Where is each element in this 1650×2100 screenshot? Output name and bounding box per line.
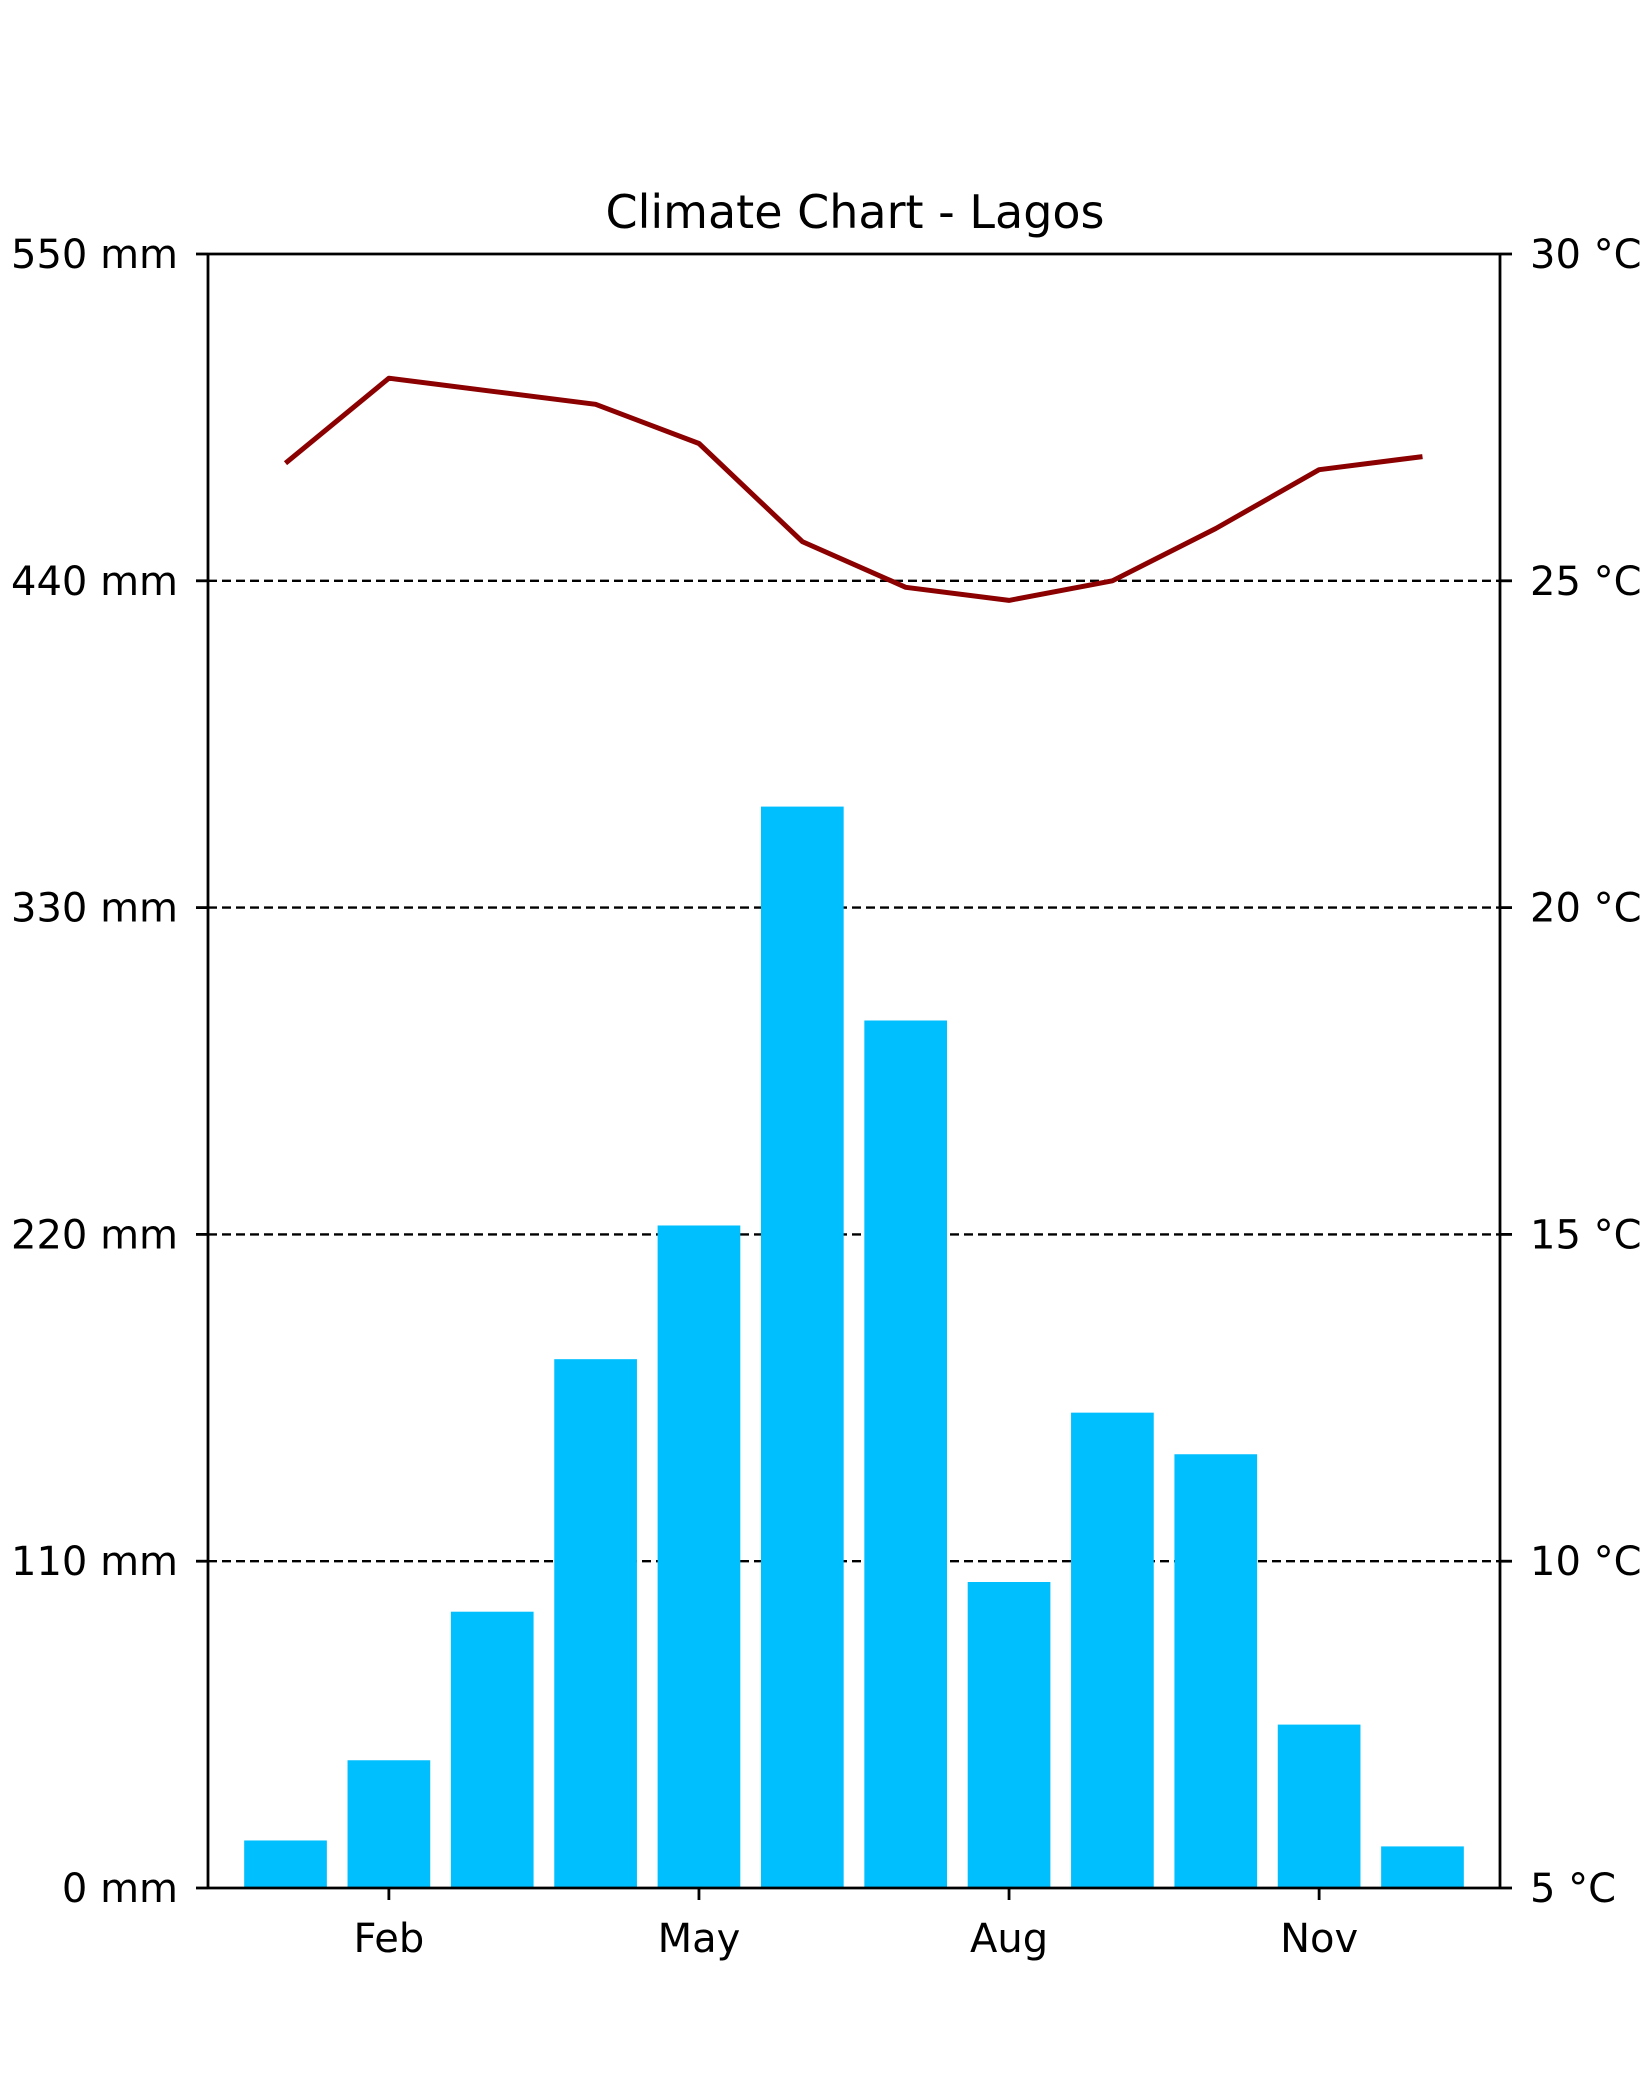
chart-title: Climate Chart - Lagos xyxy=(605,185,1104,239)
precipitation-bars xyxy=(244,806,1464,1888)
bar-mar xyxy=(450,1611,534,1888)
grid-lines xyxy=(208,579,1500,1563)
bar-apr xyxy=(554,1359,637,1888)
bar-feb xyxy=(347,1760,431,1888)
left-tick-label-0: 0 mm xyxy=(62,1866,178,1912)
bar-aug xyxy=(967,1581,1051,1888)
left-tick-label-330: 330 mm xyxy=(11,886,178,932)
bar-sep xyxy=(1071,1412,1154,1888)
bar-nov xyxy=(1277,1724,1361,1888)
left-tick-label-220: 220 mm xyxy=(11,1212,178,1258)
axes xyxy=(196,252,1512,1900)
temperature-line xyxy=(283,375,1423,603)
right-tick-label-25: 25 °C xyxy=(1530,559,1642,605)
left-tick-label-110: 110 mm xyxy=(11,1539,178,1585)
x-tick-label-nov: Nov xyxy=(1280,1916,1358,1962)
right-tick-label-15: 15 °C xyxy=(1530,1212,1642,1258)
right-tick-label-20: 20 °C xyxy=(1530,886,1642,932)
right-tick-label-10: 10 °C xyxy=(1530,1539,1642,1585)
x-tick-label-feb: Feb xyxy=(353,1916,424,1962)
bar-may xyxy=(657,1225,741,1888)
bar-jan xyxy=(244,1840,327,1888)
bar-oct xyxy=(1174,1454,1258,1888)
left-tick-label-550: 550 mm xyxy=(11,232,178,278)
x-tick-label-aug: Aug xyxy=(970,1916,1048,1962)
temperature-series-line xyxy=(283,375,1423,603)
right-tick-label-30: 30 °C xyxy=(1530,232,1642,278)
bar-dec xyxy=(1381,1846,1464,1888)
bar-jul xyxy=(864,1020,948,1888)
right-tick-label-5: 5 °C xyxy=(1530,1866,1616,1912)
x-tick-label-may: May xyxy=(658,1916,741,1962)
tick-labels: 0 mm 110 mm 220 mm 330 mm 440 mm 550 mm 5 °C 10… xyxy=(11,232,1642,1962)
bar-jun xyxy=(760,806,844,1888)
left-tick-label-440: 440 mm xyxy=(11,559,178,605)
